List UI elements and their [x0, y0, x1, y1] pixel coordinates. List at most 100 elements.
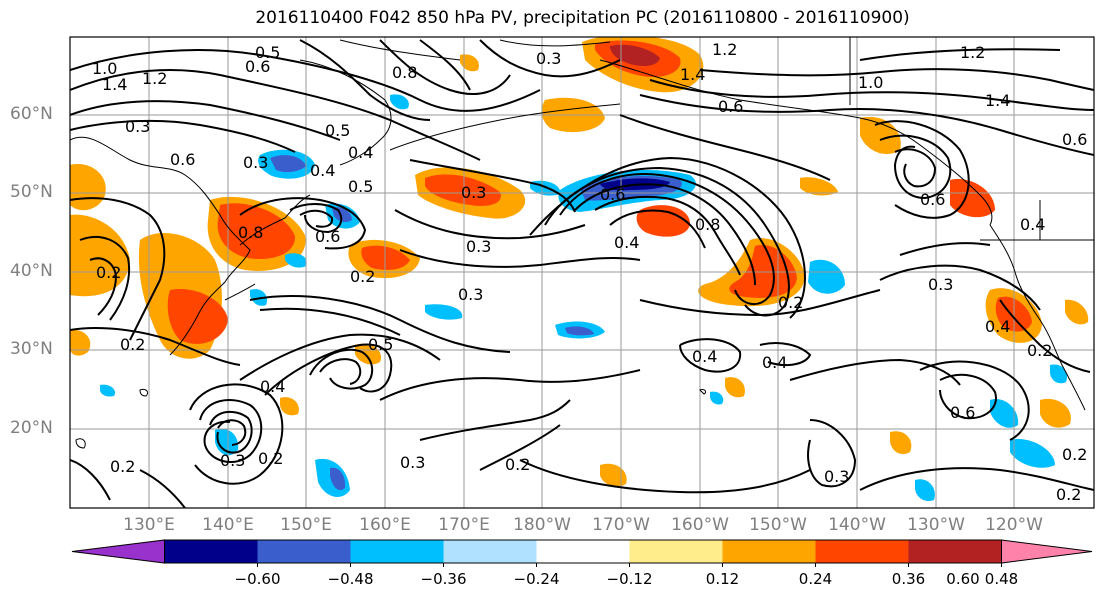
contour-label: 1.0 — [92, 59, 117, 78]
lon-label: 170°E — [438, 515, 490, 535]
contour-label: 0.3 — [400, 453, 425, 472]
pv-contour — [649, 79, 1094, 111]
colorbar-tick-label: −0.36 — [420, 570, 467, 588]
precip-shade-negative — [565, 326, 594, 336]
contour-label: 0.3 — [461, 183, 486, 202]
pv-contour — [299, 209, 334, 228]
pv-contour — [70, 100, 341, 141]
contour-label: 0.6 — [170, 150, 195, 169]
pv-contour — [399, 249, 641, 268]
pv-contour — [899, 242, 991, 256]
contour-label: 0.2 — [120, 335, 145, 354]
contour-label: 0.6 — [315, 227, 340, 246]
pv-contour — [529, 156, 806, 319]
colorbar-extend-min — [71, 539, 165, 564]
precip-shade-negative — [250, 289, 268, 306]
contour-label: 0.4 — [692, 347, 717, 366]
pv-contour — [639, 289, 881, 317]
contour-label: 0.2 — [1056, 485, 1081, 504]
precip-shade-positive — [361, 245, 410, 270]
precip-shade-positive — [800, 177, 838, 196]
precip-shade-negative — [1050, 364, 1068, 384]
pv-contour — [939, 373, 997, 420]
pv-contour — [639, 94, 1094, 156]
coastlines — [70, 37, 1094, 449]
contour-label: 1.2 — [960, 43, 985, 62]
pv-contour — [70, 459, 111, 501]
colorbar-segment — [722, 540, 816, 563]
pv-contour — [919, 360, 1030, 441]
precip-shade-positive — [725, 377, 745, 398]
colorbar — [71, 539, 1093, 567]
colorbar-extend-max — [1001, 539, 1093, 564]
lon-label: 180°W — [513, 515, 571, 535]
contour-label: 0.2 — [778, 293, 803, 312]
pv-contour — [479, 424, 561, 471]
pv-contour — [70, 197, 166, 341]
colorbar-segment — [629, 540, 723, 563]
pv-contour — [594, 195, 741, 276]
precip-shade-negative — [390, 94, 409, 110]
precip-shade-positive — [600, 463, 627, 487]
pv-contour — [574, 183, 756, 286]
pv-contour — [679, 338, 742, 373]
pv-contour — [249, 295, 511, 353]
colorbar-segment — [164, 540, 258, 563]
pv-contour — [289, 203, 343, 234]
pv-contour — [894, 148, 937, 188]
pv-contour — [379, 39, 511, 95]
pv-contour — [264, 343, 393, 396]
coastline-island — [699, 389, 707, 395]
contour-label: 0.6 — [1062, 130, 1087, 149]
pv-contour — [419, 39, 471, 91]
lat-label: 50°N — [10, 182, 53, 202]
coastline-alaska — [599, 59, 993, 226]
contour-label: 0.4 — [310, 161, 335, 180]
colorbar-segment — [257, 540, 351, 563]
colorbar-tick-label: −0.60 — [234, 570, 281, 588]
contour-label: 0.5 — [368, 335, 393, 354]
contour-label: 0.3 — [824, 467, 849, 486]
precip-shade-positive — [70, 329, 91, 356]
pv-contour — [519, 459, 811, 494]
coastline-north-america — [989, 224, 1086, 411]
pv-contour — [259, 307, 401, 336]
pv-contour — [70, 49, 541, 112]
pv-contour — [544, 166, 790, 317]
precip-shade-positive — [167, 289, 228, 344]
contour-label: 0.5 — [255, 43, 280, 62]
pv-contour — [239, 333, 441, 381]
colorbar-tick-label: −0.12 — [606, 570, 653, 588]
lon-label: 160°E — [359, 515, 411, 535]
colorbar-tick-label: 0.36 — [891, 570, 926, 588]
pv-contour — [479, 39, 621, 78]
contour-label: 1.4 — [985, 91, 1010, 110]
pv-contour — [999, 299, 1091, 373]
colorbar-tick-label: −0.24 — [513, 570, 560, 588]
pv-contour — [319, 358, 362, 385]
contour-label: 0.4 — [614, 233, 639, 252]
lat-label: 40°N — [10, 261, 53, 281]
contour-label: 0.3 — [536, 49, 561, 68]
precip-shade-negative — [710, 391, 724, 405]
contour-label: 0.3 — [458, 285, 483, 304]
pv-contour — [79, 235, 131, 321]
lon-label: 150°E — [280, 515, 332, 535]
colorbar-tick-label: 0.60 — [946, 570, 980, 588]
precip-shade-positive — [280, 397, 299, 416]
contour-label: 0.4 — [260, 377, 285, 396]
colorbar-tick-label: 0.48 — [984, 570, 1019, 588]
pv-contour — [394, 209, 586, 240]
precip-shade-positive — [1065, 299, 1089, 325]
colorbar-segment — [443, 540, 537, 563]
precip-shade-positive — [460, 54, 479, 72]
colorbar-tick-label: 0.24 — [798, 570, 833, 588]
contour-label: 1.0 — [858, 73, 883, 92]
pv-contour — [419, 399, 571, 441]
lon-label: 130°W — [907, 515, 965, 535]
pv-contour — [189, 383, 284, 485]
precip-shade-positive — [636, 205, 690, 237]
coastline-arctic — [339, 39, 611, 61]
precip-shade-negative — [990, 399, 1019, 428]
